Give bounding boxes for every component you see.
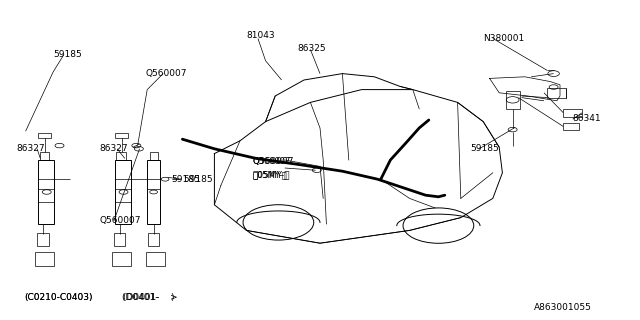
- Text: Q560007: Q560007: [253, 157, 294, 166]
- Bar: [563, 109, 582, 117]
- Text: 〈05MY-〉: 〈05MY-〉: [253, 170, 287, 179]
- Text: 86325: 86325: [298, 44, 326, 52]
- Text: 86327: 86327: [17, 144, 45, 153]
- Bar: [37, 233, 49, 246]
- Bar: [147, 160, 160, 224]
- Bar: [115, 160, 131, 224]
- Text: (D0401-    >: (D0401- >: [122, 293, 177, 302]
- Bar: [35, 252, 54, 266]
- Text: 86341: 86341: [573, 114, 602, 123]
- Text: (C0210-C0403): (C0210-C0403): [24, 293, 93, 302]
- Text: 〈05MY-〉: 〈05MY-〉: [253, 170, 291, 179]
- Bar: [38, 160, 54, 224]
- Bar: [116, 152, 126, 160]
- Text: (D0401-    ): (D0401- ): [123, 293, 174, 302]
- Text: — 59185: — 59185: [172, 175, 212, 184]
- Bar: [38, 133, 51, 138]
- Text: 59185: 59185: [470, 144, 499, 153]
- Text: Q560007: Q560007: [253, 157, 291, 166]
- Text: N380001: N380001: [483, 34, 524, 43]
- Text: (C0210-C0403): (C0210-C0403): [24, 293, 93, 302]
- Bar: [563, 123, 579, 130]
- Text: Q560007: Q560007: [99, 216, 141, 225]
- Text: 81043: 81043: [246, 31, 275, 40]
- Bar: [150, 152, 158, 160]
- Bar: [146, 252, 165, 266]
- Text: 86327: 86327: [99, 144, 128, 153]
- Bar: [112, 252, 131, 266]
- Bar: [114, 233, 125, 246]
- Bar: [506, 91, 520, 109]
- Bar: [547, 88, 566, 98]
- Text: 59185: 59185: [172, 175, 200, 184]
- Text: 59185: 59185: [53, 50, 82, 59]
- Bar: [148, 233, 159, 246]
- Bar: [115, 133, 128, 138]
- Text: Q560007: Q560007: [146, 69, 188, 78]
- Bar: [40, 152, 49, 160]
- Text: A863001055: A863001055: [534, 303, 592, 312]
